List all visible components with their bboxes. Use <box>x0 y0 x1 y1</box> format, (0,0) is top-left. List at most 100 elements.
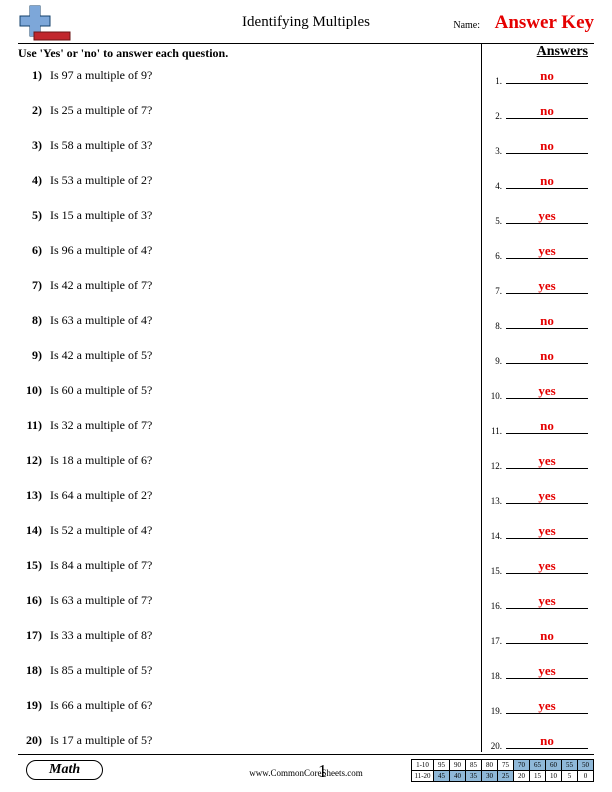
header: Identifying Multiples Name: Answer Key <box>18 8 594 44</box>
answer-row: 17.no <box>486 626 588 646</box>
vertical-divider <box>481 44 482 752</box>
question-number: 18) <box>18 663 42 678</box>
question-row: 3)Is 58 a multiple of 3? <box>18 138 474 158</box>
question-number: 16) <box>18 593 42 608</box>
answer-row: 3. no <box>486 136 588 156</box>
score-grid: 1-109590858075706560555011-2045403530252… <box>411 759 594 782</box>
score-cell: 65 <box>530 760 546 771</box>
score-cell: 75 <box>498 760 514 771</box>
question-row: 9)Is 42 a multiple of 5? <box>18 348 474 368</box>
answer-value: no <box>506 313 588 329</box>
question-text: Is 63 a multiple of 4? <box>50 313 474 328</box>
question-number: 20) <box>18 733 42 748</box>
answer-number: 15. <box>486 566 502 576</box>
score-cell: 30 <box>482 771 498 782</box>
answer-row: 11.no <box>486 416 588 436</box>
answer-value: no <box>506 348 588 364</box>
answer-number: 16. <box>486 601 502 611</box>
answer-value: no <box>506 628 588 644</box>
question-number: 19) <box>18 698 42 713</box>
question-row: 8)Is 63 a multiple of 4? <box>18 313 474 333</box>
answer-value: no <box>506 103 588 119</box>
answer-number: 9. <box>486 356 502 366</box>
answer-row: 9. no <box>486 346 588 366</box>
question-row: 15)Is 84 a multiple of 7? <box>18 558 474 578</box>
answer-value: yes <box>506 698 588 714</box>
answer-number: 1. <box>486 76 502 86</box>
question-text: Is 53 a multiple of 2? <box>50 173 474 188</box>
answer-row: 4.no <box>486 171 588 191</box>
question-text: Is 25 a multiple of 7? <box>50 103 474 118</box>
answer-value: yes <box>506 558 588 574</box>
answer-value: yes <box>506 523 588 539</box>
question-text: Is 15 a multiple of 3? <box>50 208 474 223</box>
answer-number: 18. <box>486 671 502 681</box>
answer-number: 4. <box>486 181 502 191</box>
score-row: 1-1095908580757065605550 <box>412 760 594 771</box>
answer-value: yes <box>506 278 588 294</box>
question-number: 14) <box>18 523 42 538</box>
question-number: 11) <box>18 418 42 433</box>
score-cell: 15 <box>530 771 546 782</box>
question-text: Is 64 a multiple of 2? <box>50 488 474 503</box>
question-number: 5) <box>18 208 42 223</box>
answer-row: 14. yes <box>486 521 588 541</box>
question-text: Is 96 a multiple of 4? <box>50 243 474 258</box>
question-number: 17) <box>18 628 42 643</box>
question-number: 4) <box>18 173 42 188</box>
score-cell: 60 <box>546 760 562 771</box>
answer-value: no <box>506 733 588 749</box>
score-cell: 90 <box>450 760 466 771</box>
score-cell: 5 <box>562 771 578 782</box>
answer-number: 11. <box>486 426 502 436</box>
question-number: 7) <box>18 278 42 293</box>
score-cell: 85 <box>466 760 482 771</box>
answer-row: 12.yes <box>486 451 588 471</box>
question-row: 10)Is 60 a multiple of 5? <box>18 383 474 403</box>
answer-number: 7. <box>486 286 502 296</box>
question-row: 19) Is 66 a multiple of 6? <box>18 698 474 718</box>
answer-row: 16.yes <box>486 591 588 611</box>
answer-value: yes <box>506 383 588 399</box>
answer-number: 14. <box>486 531 502 541</box>
page-number: 1 <box>318 761 327 782</box>
answer-row: 2.no <box>486 101 588 121</box>
answer-value: no <box>506 138 588 154</box>
answer-value: yes <box>506 208 588 224</box>
score-cell: 0 <box>578 771 594 782</box>
answer-row: 15. yes <box>486 556 588 576</box>
question-row: 14)Is 52 a multiple of 4? <box>18 523 474 543</box>
question-text: Is 17 a multiple of 5? <box>50 733 474 748</box>
question-row: 11) Is 32 a multiple of 7? <box>18 418 474 438</box>
answer-number: 3. <box>486 146 502 156</box>
score-cell: 95 <box>434 760 450 771</box>
question-text: Is 63 a multiple of 7? <box>50 593 474 608</box>
score-cell: 50 <box>578 760 594 771</box>
answer-number: 20. <box>486 741 502 751</box>
question-row: 12) Is 18 a multiple of 6? <box>18 453 474 473</box>
question-text: Is 66 a multiple of 6? <box>50 698 474 713</box>
answer-number: 6. <box>486 251 502 261</box>
answer-row: 19.yes <box>486 696 588 716</box>
question-row: 2) Is 25 a multiple of 7? <box>18 103 474 123</box>
question-number: 12) <box>18 453 42 468</box>
score-cell: 70 <box>514 760 530 771</box>
question-row: 17)Is 33 a multiple of 8? <box>18 628 474 648</box>
question-text: Is 32 a multiple of 7? <box>50 418 474 433</box>
answer-row: 13. yes <box>486 486 588 506</box>
answer-row: 20. no <box>486 731 588 751</box>
question-number: 2) <box>18 103 42 118</box>
body: Use 'Yes' or 'no' to answer each questio… <box>18 44 594 752</box>
answer-number: 12. <box>486 461 502 471</box>
question-number: 10) <box>18 383 42 398</box>
question-text: Is 42 a multiple of 5? <box>50 348 474 363</box>
answer-value: yes <box>506 488 588 504</box>
question-number: 1) <box>18 68 42 83</box>
question-row: 6)Is 96 a multiple of 4? <box>18 243 474 263</box>
answers-column: Answers 1.no2.no3.no4.no5.yes6.yes7.yes8… <box>486 44 594 752</box>
answer-row: 18.yes <box>486 661 588 681</box>
answer-value: yes <box>506 243 588 259</box>
score-row-label: 11-20 <box>412 771 434 782</box>
question-text: Is 18 a multiple of 6? <box>50 453 474 468</box>
answer-number: 13. <box>486 496 502 506</box>
